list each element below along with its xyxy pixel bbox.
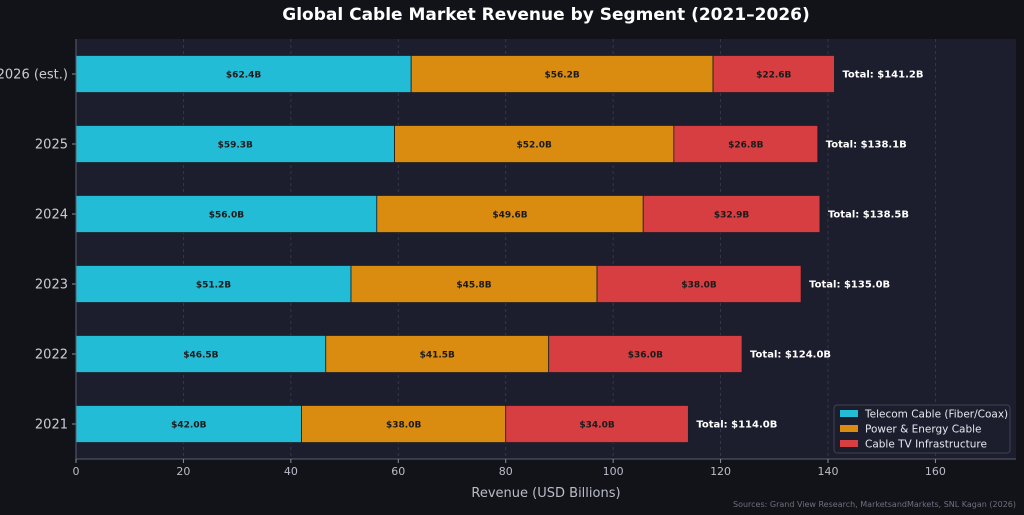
source-note: Sources: Grand View Research, Marketsand… — [733, 500, 1016, 509]
legend-label: Power & Energy Cable — [865, 424, 982, 436]
bar-segment — [350, 265, 598, 303]
bar-value-label: $38.0B — [386, 421, 421, 431]
x-tick-label: 60 — [391, 465, 405, 478]
x-tick-label: 0 — [73, 465, 80, 478]
bar-value-label: $49.6B — [492, 211, 527, 221]
bar-value-label: $42.0B — [171, 421, 206, 431]
bar-segment — [596, 265, 802, 303]
x-tick-label: 140 — [818, 465, 839, 478]
bar-segment — [642, 195, 821, 233]
total-label: Total: $138.1B — [826, 140, 907, 151]
x-tick-label: 160 — [925, 465, 946, 478]
bar-segment — [325, 335, 550, 373]
bar-segment — [712, 55, 835, 93]
plot-area — [76, 39, 1016, 459]
x-tick-label: 40 — [284, 465, 298, 478]
bar-value-label: $32.9B — [714, 211, 749, 221]
y-tick-label: 2026 (est.) — [0, 68, 68, 83]
total-label: Total: $141.2B — [842, 70, 923, 81]
legend-swatch — [840, 410, 858, 417]
y-tick-label: 2025 — [35, 138, 68, 153]
bar-value-label: $56.2B — [544, 71, 579, 81]
bar-value-label: $45.8B — [456, 281, 491, 291]
bar-segment — [75, 195, 378, 233]
grid-lines — [183, 39, 936, 459]
bar-value-label: $46.5B — [183, 351, 218, 361]
bar-segment — [75, 265, 352, 303]
y-tick-label: 2021 — [35, 418, 68, 433]
chart-title: Global Cable Market Revenue by Segment (… — [282, 5, 810, 25]
legend-swatch — [840, 425, 858, 432]
bar-segment — [75, 55, 412, 93]
bar-segment — [376, 195, 644, 233]
x-axis-title: Revenue (USD Billions) — [471, 486, 620, 501]
bar-segment — [673, 125, 819, 163]
axes: 2021 2022 2023 2024 2025 2026 (est.) 0 20 40 60 80… — [0, 39, 1016, 478]
legend: Telecom Cable (Fiber/Coax) Power & Energy… — [833, 404, 1011, 454]
x-tick-label: 20 — [176, 465, 190, 478]
bar-segment — [410, 55, 714, 93]
bar-value-label: $41.5B — [420, 351, 455, 361]
legend-box — [833, 404, 1011, 454]
y-tick-label: 2023 — [35, 278, 68, 293]
bar-value-label: $52.0B — [517, 141, 552, 151]
bars — [75, 55, 835, 443]
total-label: Total: $124.0B — [750, 350, 831, 361]
bar-value-label: $51.2B — [196, 281, 231, 291]
total-label: Total: $138.5B — [828, 210, 909, 221]
x-tick-label: 80 — [499, 465, 513, 478]
bar-value-label: $38.0B — [681, 281, 716, 291]
x-tick-label: 120 — [710, 465, 731, 478]
y-tick-label: 2024 — [35, 208, 68, 223]
bar-value-label: $22.6B — [756, 71, 791, 81]
bar-value-label: $62.4B — [226, 71, 261, 81]
bar-value-label: $59.3B — [218, 141, 253, 151]
bar-value-label: $34.0B — [579, 421, 614, 431]
legend-swatch — [840, 440, 858, 447]
bar-segment — [75, 125, 395, 163]
x-tick-label: 100 — [603, 465, 624, 478]
bar-segment — [505, 405, 689, 443]
bar-value-label: $56.0B — [209, 211, 244, 221]
bar-segment — [75, 405, 303, 443]
legend-label: Cable TV Infrastructure — [865, 439, 987, 451]
bar-value-label: $26.8B — [728, 141, 763, 151]
bar-segment — [301, 405, 507, 443]
total-label: Total: $114.0B — [696, 420, 777, 431]
bar-value-label: $36.0B — [628, 351, 663, 361]
y-tick-label: 2022 — [35, 348, 68, 363]
total-label: Total: $135.0B — [809, 280, 890, 291]
bar-segment — [548, 335, 743, 373]
legend-label: Telecom Cable (Fiber/Coax) — [864, 409, 1008, 421]
bar-segment — [394, 125, 675, 163]
bar-labels: $42.0B $38.0B $34.0B Total: $114.0B $46.5B $4… — [171, 70, 923, 431]
